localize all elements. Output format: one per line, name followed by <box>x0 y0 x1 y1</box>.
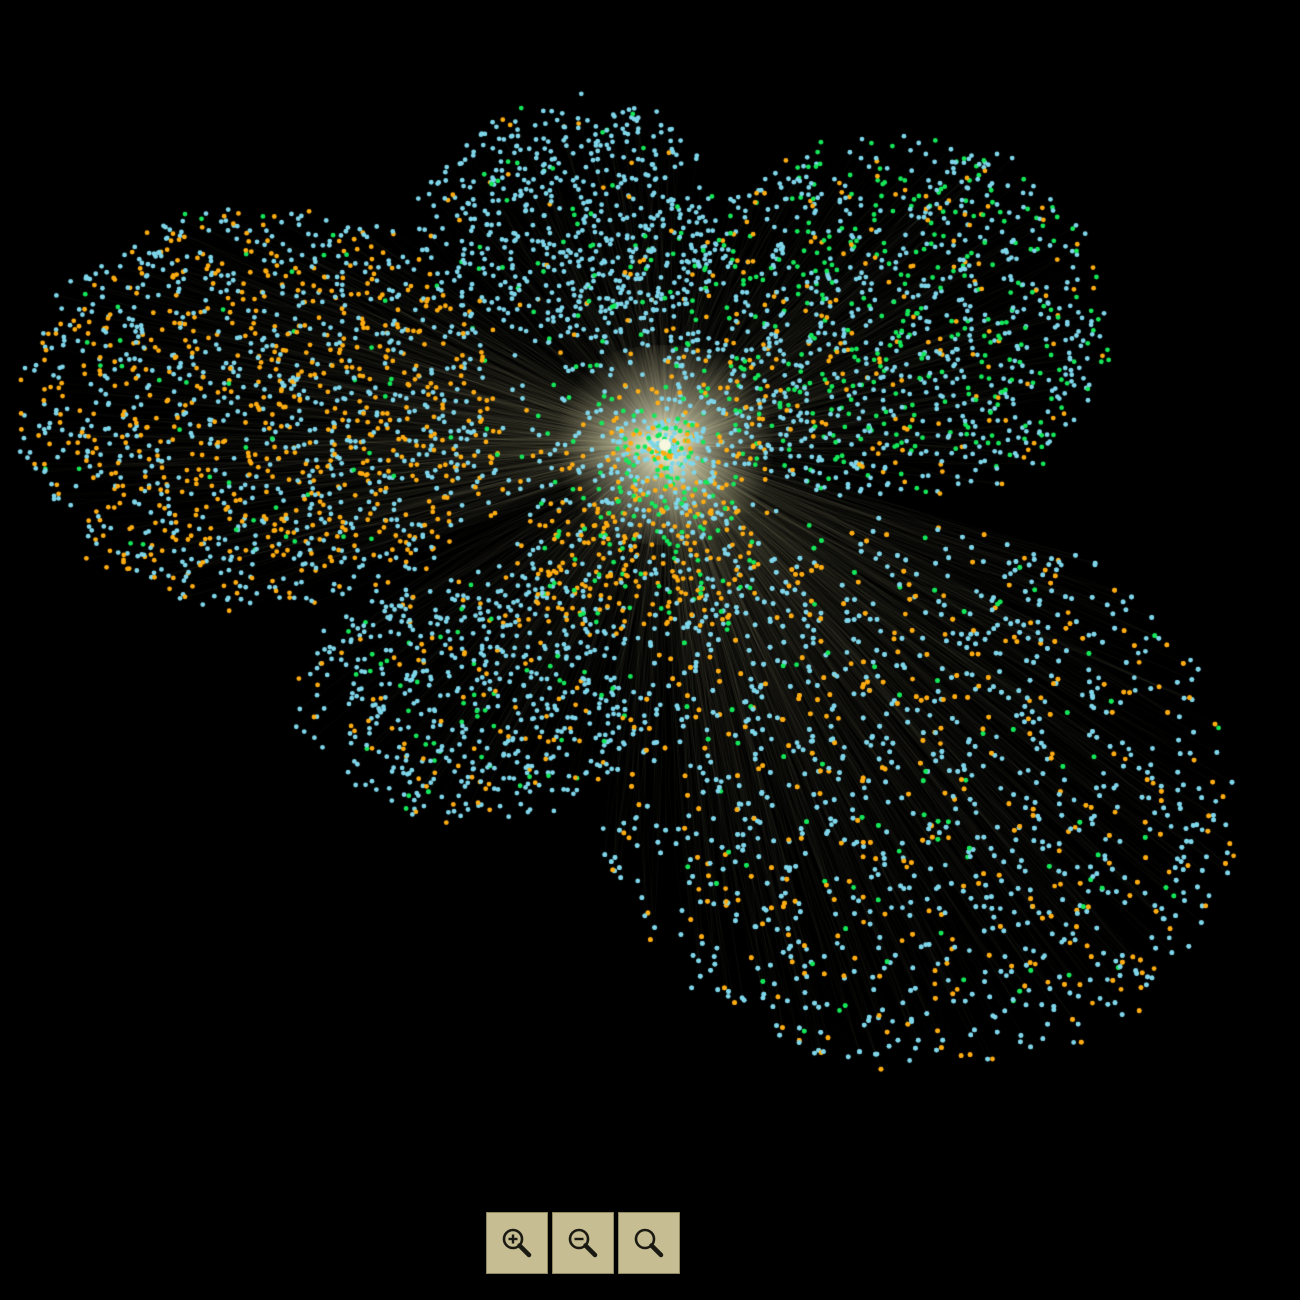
zoom-out-button[interactable] <box>552 1212 614 1274</box>
zoom-out-icon <box>565 1225 601 1261</box>
zoom-in-icon <box>499 1225 535 1261</box>
zoom-in-button[interactable] <box>486 1212 548 1274</box>
zoom-controls <box>486 1212 680 1274</box>
zoom-reset-icon <box>631 1225 667 1261</box>
zoom-reset-button[interactable] <box>618 1212 680 1274</box>
